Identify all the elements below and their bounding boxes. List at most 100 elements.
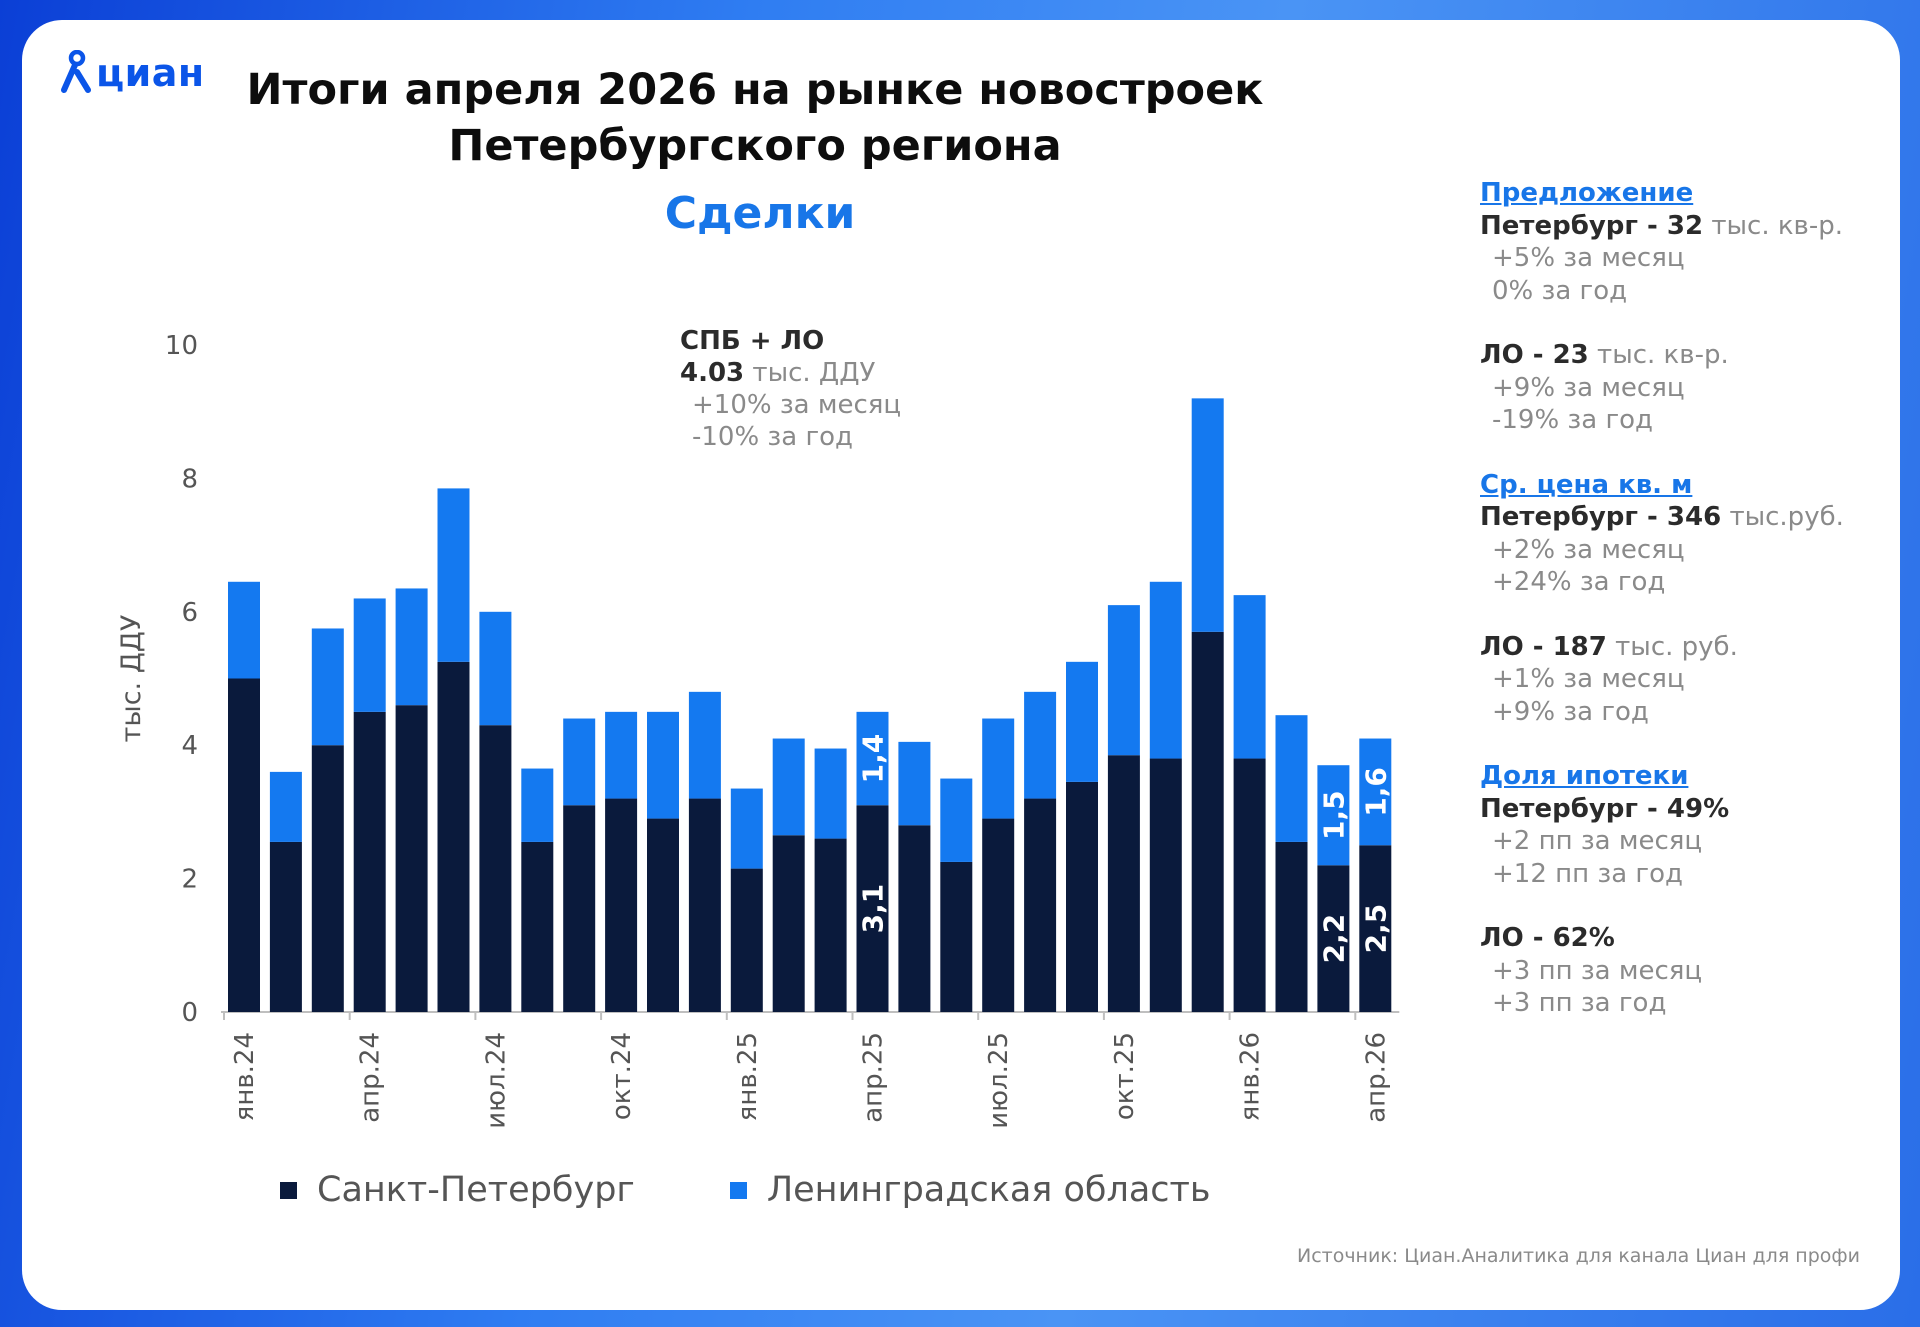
bar-spb xyxy=(479,725,512,1012)
chart-subtitle: Сделки xyxy=(664,188,856,239)
bar-spb xyxy=(228,678,260,1012)
bar-lo xyxy=(353,598,386,712)
offer-lo-value: ЛО - 23 xyxy=(1480,340,1589,370)
bar-spb xyxy=(1149,758,1182,1012)
price-spb: Петербург - 346 тыс.руб. xyxy=(1480,501,1900,534)
x-tick-label: окт.25 xyxy=(1110,1032,1140,1120)
y-tick-label: 0 xyxy=(181,998,198,1028)
x-tick-label: июл.24 xyxy=(481,1032,511,1129)
legend-swatch-spb xyxy=(280,1181,297,1199)
bar-lo xyxy=(940,778,973,862)
bar-spb xyxy=(647,818,679,1012)
x-tick-label: янв.26 xyxy=(1236,1032,1266,1121)
bar-spb xyxy=(1317,865,1350,1012)
mortgage-lo-year: +3 пп за год xyxy=(1492,988,1667,1018)
bar-lo xyxy=(1066,661,1098,782)
annotation-year-change: -10% за год xyxy=(692,422,854,452)
bar-spb xyxy=(521,841,554,1012)
price-lo-month: +1% за месяц xyxy=(1492,664,1685,694)
stacked-bar-chart: 0 2 4 6 8 10 тыс. ДДУ янв.24 апр.24 июл.24 окт.24 я… xyxy=(116,331,1400,1129)
mortgage-spb-year: +12 пп за год xyxy=(1492,858,1683,889)
y-tick-label: 6 xyxy=(181,598,198,628)
legend-swatch-lo xyxy=(729,1181,747,1199)
x-tick-label: янв.25 xyxy=(733,1032,763,1121)
bar-lo xyxy=(1024,691,1057,799)
bar-lo xyxy=(1317,765,1350,866)
offer-spb: Петербург - 32 тыс. кв-р. xyxy=(1480,210,1900,243)
bar-spb xyxy=(1107,755,1140,1012)
spacer xyxy=(1480,307,1900,339)
page-title: Итоги апреля 2026 на рынке новостроек Пе… xyxy=(180,62,1330,174)
spacer xyxy=(1480,890,1900,922)
bar-spb xyxy=(688,798,721,1012)
mortgage-header[interactable]: Доля ипотеки xyxy=(1480,761,1689,791)
bar-lo xyxy=(730,788,763,869)
annotation-total-value: 4.03 xyxy=(680,358,745,388)
bar-lo xyxy=(772,738,805,836)
annotation-total-unit: тыс. ДДУ xyxy=(744,358,876,388)
bar-lo xyxy=(437,488,470,662)
spacer xyxy=(1480,437,1900,469)
mortgage-lo-month: +3 пп за месяц xyxy=(1492,955,1703,986)
x-tick-label: апр.24 xyxy=(356,1032,386,1123)
bar-lo xyxy=(228,581,260,679)
offer-spb-unit: тыс. кв-р. xyxy=(1703,210,1844,241)
data-label: 1,6 xyxy=(1359,767,1392,817)
bar-spb xyxy=(898,825,931,1012)
price-lo-year: +9% за год xyxy=(1492,696,1649,727)
data-label: 1,4 xyxy=(857,734,890,784)
bar-lo xyxy=(856,711,889,806)
bar-spb xyxy=(1066,781,1098,1012)
bar-lo xyxy=(1149,581,1182,759)
y-tick-label: 2 xyxy=(181,865,198,895)
spacer xyxy=(1480,599,1900,631)
offer-lo: ЛО - 23 тыс. кв-р. xyxy=(1480,339,1900,372)
bar-lo xyxy=(1359,738,1392,846)
spacer xyxy=(1480,728,1900,760)
y-tick-label: 4 xyxy=(181,731,198,761)
data-label: 3,1 xyxy=(857,884,890,934)
offer-header[interactable]: Предложение xyxy=(1480,178,1694,208)
bar-spb xyxy=(856,805,889,1012)
bar-lo xyxy=(395,588,428,706)
price-lo: ЛО - 187 тыс. руб. xyxy=(1480,631,1900,664)
bar-lo xyxy=(1233,595,1266,759)
x-tick-label: окт.24 xyxy=(607,1032,637,1120)
data-label: 2,5 xyxy=(1359,904,1392,954)
offer-lo-month: +9% за месяц xyxy=(1492,372,1685,403)
bar-spb xyxy=(730,868,763,1012)
price-spb-unit: тыс.руб. xyxy=(1721,502,1844,532)
bar-lo xyxy=(814,748,847,839)
x-tick-label: апр.26 xyxy=(1361,1032,1391,1123)
x-tick-label: апр.25 xyxy=(859,1032,889,1123)
chart-legend: Санкт-Петербург Ленинградская область xyxy=(280,1170,1211,1210)
offer-lo-year: -19% за год xyxy=(1492,405,1654,435)
mortgage-lo-value: ЛО - 62% xyxy=(1480,923,1615,953)
total-annotation: СПБ + ЛО 4.03 тыс. ДДУ +10% за месяц -10… xyxy=(680,325,901,453)
bar-lo xyxy=(647,711,679,819)
data-label: 2,2 xyxy=(1317,914,1350,964)
bar-spb xyxy=(563,805,596,1012)
brand-name: циан xyxy=(96,51,205,95)
legend-label-lo: Ленинградская область xyxy=(766,1170,1211,1210)
bar-lo xyxy=(1275,715,1308,842)
bar-spb xyxy=(1275,841,1308,1012)
title-line-2: Петербургского региона xyxy=(448,121,1062,171)
price-header[interactable]: Ср. цена кв. м xyxy=(1480,469,1693,500)
offer-spb-value: Петербург - 32 xyxy=(1480,210,1704,241)
offer-lo-unit: тыс. кв-р. xyxy=(1588,340,1729,370)
bar-lo xyxy=(688,691,721,799)
bar-spb xyxy=(1024,798,1057,1012)
bar-spb xyxy=(353,711,386,1012)
title-line-1: Итоги апреля 2026 на рынке новостроек xyxy=(246,65,1264,115)
location-pin-icon xyxy=(61,50,91,93)
x-tick-label: янв.24 xyxy=(230,1032,260,1121)
price-spb-month: +2% за месяц xyxy=(1492,534,1685,565)
bar-spb xyxy=(1233,758,1266,1012)
brand-logo: циан xyxy=(58,50,205,96)
price-spb-value: Петербург - 346 xyxy=(1480,502,1722,532)
annotation-month-change: +10% за месяц xyxy=(692,390,902,420)
bar-lo xyxy=(563,718,596,806)
bar-lo xyxy=(1107,605,1140,756)
bar-spb xyxy=(395,705,428,1012)
